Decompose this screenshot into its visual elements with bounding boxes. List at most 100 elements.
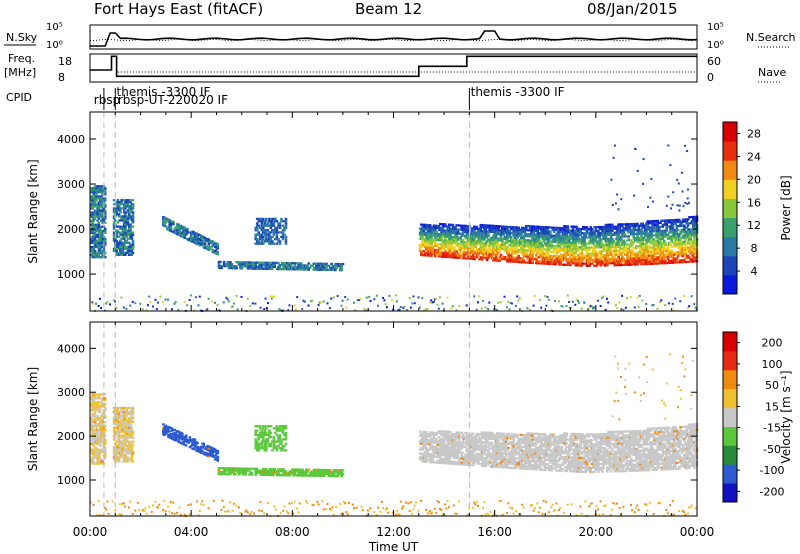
echo-cell	[683, 248, 686, 251]
echo-cell	[664, 231, 667, 234]
echo-cell	[575, 227, 579, 230]
echo-cell	[621, 231, 624, 234]
echo-cell	[186, 230, 189, 233]
echo-cell	[269, 261, 273, 264]
echo-cell	[516, 242, 519, 245]
echo-cell	[650, 236, 653, 239]
echo-cell	[490, 226, 494, 229]
echo-cell	[570, 260, 574, 263]
echo-cell	[565, 233, 569, 236]
echo-cell	[116, 225, 120, 228]
echo-cell	[91, 195, 94, 198]
echo-cell	[445, 239, 448, 242]
echo-cell	[683, 246, 686, 249]
echo-cell	[277, 261, 280, 265]
echo-cell	[661, 229, 665, 232]
echo-cell	[664, 262, 667, 265]
echo-cell	[637, 245, 641, 248]
echo-cell	[483, 228, 486, 231]
echo-cell	[691, 215, 695, 219]
echo-cell	[684, 201, 687, 204]
echo-cell	[269, 224, 273, 227]
echo-cell	[119, 203, 122, 206]
echo-cell	[678, 209, 681, 212]
echo-cell	[311, 299, 314, 302]
echo-cell	[511, 246, 514, 249]
echo-cell	[640, 246, 643, 250]
echo-cell	[611, 223, 614, 226]
echo-cell	[283, 229, 286, 232]
echo-cell	[507, 256, 510, 259]
echo-cell	[676, 241, 680, 244]
echo-cell	[207, 248, 211, 251]
echo-cell	[92, 254, 96, 257]
echo-cell	[442, 231, 446, 234]
echo-cell	[507, 229, 510, 233]
echo-cell	[483, 250, 486, 253]
echo-cell	[532, 239, 536, 242]
echo-cell	[473, 257, 476, 261]
echo-cell	[671, 241, 675, 244]
echo-cell	[131, 430, 135, 433]
echo-cell	[568, 243, 571, 246]
echo-cell	[507, 236, 510, 239]
echo-cell	[509, 244, 513, 247]
echo-cell	[91, 426, 94, 430]
echo-cell	[624, 261, 628, 264]
echo-cell	[422, 250, 426, 253]
echo-cell	[622, 308, 625, 311]
echo-cell	[671, 227, 675, 230]
echo-cell	[119, 424, 122, 427]
echo-cell	[549, 244, 552, 247]
echo-cell	[637, 305, 640, 308]
echo-cell	[283, 264, 287, 267]
echo-cell	[689, 216, 692, 219]
echo-cell	[571, 233, 575, 236]
echo-cell	[102, 417, 106, 420]
echo-cell	[172, 221, 175, 224]
echo-cell	[420, 223, 423, 226]
echo-cell	[437, 226, 441, 230]
echo-cell	[557, 300, 560, 303]
echo-cell	[581, 258, 585, 261]
echo-cell	[642, 230, 646, 233]
echo-cell	[127, 442, 131, 445]
echo-cell	[125, 408, 128, 412]
echo-cell	[661, 245, 665, 249]
echo-cell	[317, 304, 320, 306]
echo-cell	[120, 418, 123, 421]
echo-cell	[636, 234, 639, 238]
echo-cell	[116, 199, 120, 202]
echo-cell	[632, 251, 636, 254]
echo-cell	[464, 253, 467, 256]
echo-cell	[512, 242, 515, 245]
echo-cell	[559, 239, 562, 242]
echo-cell	[564, 243, 567, 246]
echo-cell	[121, 245, 125, 248]
echo-cell	[222, 260, 226, 264]
echo-cell	[289, 266, 293, 269]
echo-cell	[464, 257, 467, 260]
echo-cell	[125, 438, 128, 441]
echo-cell	[409, 306, 412, 309]
echo-cell	[100, 405, 103, 408]
echo-cell	[599, 264, 603, 267]
echo-cell	[621, 251, 624, 254]
echo-cell	[599, 250, 603, 253]
echo-cell	[442, 225, 446, 228]
echo-cell	[611, 243, 614, 247]
echo-cell	[678, 234, 681, 238]
echo-cell	[499, 233, 503, 236]
echo-cell	[266, 224, 270, 227]
echo-cell	[518, 297, 521, 300]
echo-cell	[447, 225, 451, 228]
echo-cell	[124, 223, 127, 226]
echo-cell	[588, 306, 591, 309]
echo-cell	[306, 266, 309, 269]
echo-cell	[97, 221, 101, 224]
echo-cell	[661, 225, 665, 228]
cpid-label: CPID	[6, 91, 32, 104]
echo-cell	[642, 252, 646, 256]
echo-cell	[434, 298, 436, 301]
echo-cell	[522, 259, 526, 262]
